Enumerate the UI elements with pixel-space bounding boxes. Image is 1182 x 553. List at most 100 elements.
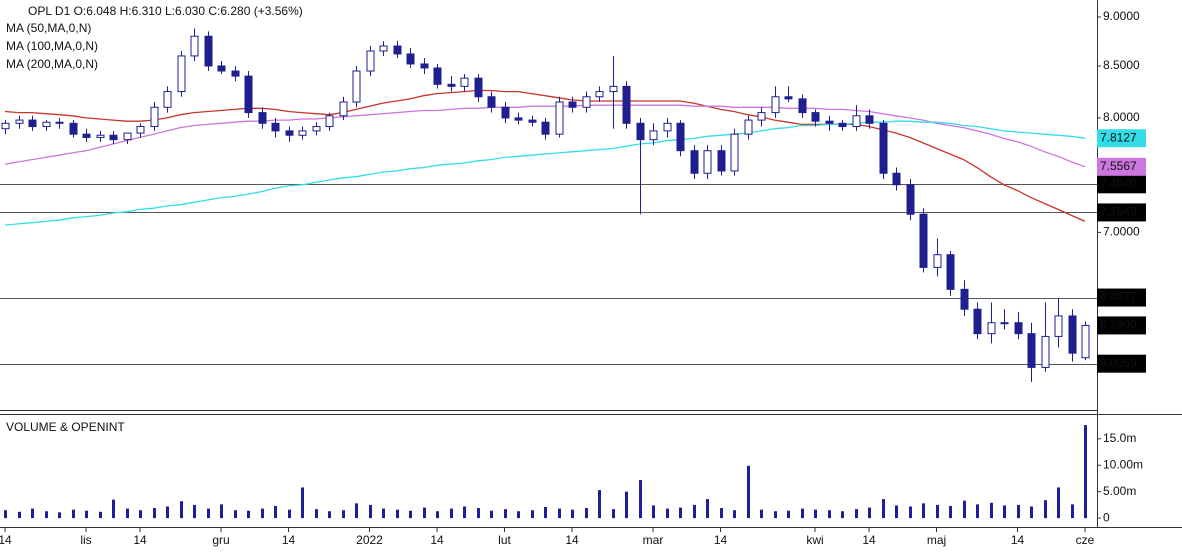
candle-body (919, 213, 928, 268)
candle-body (150, 106, 159, 128)
price-tag-label: 6.4877 (1100, 290, 1137, 304)
volume-bar (828, 510, 831, 519)
y-tick-label: 8.5000 (1103, 58, 1140, 72)
volume-bar (153, 508, 156, 519)
candle-body (433, 67, 442, 85)
candle-body (514, 117, 523, 121)
volume-bar (1057, 487, 1060, 519)
volume-bar (760, 509, 763, 519)
y-tick-label: 15.0m (1103, 431, 1136, 445)
volume-bar (855, 509, 858, 519)
legend-entry: MA (200,MA,0,N) (6, 57, 98, 71)
x-tick-label: 14 (1011, 533, 1025, 547)
candle-body (379, 45, 388, 52)
x-tick-label: 14 (0, 533, 12, 547)
candle-body (217, 65, 226, 72)
volume-bar (868, 507, 871, 519)
candle-body (879, 122, 888, 174)
chart-header: OPL D1 O:6.048 H:6.310 L:6.030 C:6.280 (… (28, 4, 303, 18)
y-tick-label: 8.0000 (1103, 110, 1140, 124)
candle-body (906, 184, 915, 215)
x-tick-label: kwi (806, 533, 823, 547)
volume-bar (774, 511, 777, 519)
candle-body (717, 150, 726, 172)
legend-entry: MA (50,MA,0,N) (6, 21, 91, 35)
ma-line (4, 89, 1086, 222)
volume-bar (99, 511, 102, 519)
candle-body (757, 112, 766, 121)
candle-body (231, 70, 240, 77)
price-tag (1097, 175, 1146, 194)
candle-body (82, 133, 91, 138)
candle-body (258, 112, 267, 124)
volume-bar (571, 509, 574, 519)
candle-body (987, 322, 996, 335)
candle-body (177, 55, 186, 93)
volume-bar (1003, 505, 1006, 519)
volume-bar (504, 509, 507, 519)
candle-body (42, 121, 51, 128)
volume-bar (85, 510, 88, 519)
candle-body (15, 119, 24, 124)
candle-body (865, 115, 874, 124)
candle-body (798, 98, 807, 114)
volume-bar (328, 511, 331, 519)
volume-bar (787, 510, 790, 519)
candle-body (960, 288, 969, 310)
candle-body (703, 150, 712, 174)
price-tag-label: 6.0059 (1100, 356, 1137, 370)
price-tag-label: 7.1649 (1100, 205, 1137, 219)
price-tag-label: 7.4040 (1100, 176, 1137, 190)
candle-body (339, 101, 348, 117)
candle-body (1000, 322, 1009, 325)
y-tick-label: 0 (1103, 510, 1110, 524)
y-tick-label: 7.0000 (1103, 225, 1140, 239)
volume-bar (342, 510, 345, 519)
volume-bar (207, 508, 210, 519)
volume-bar (315, 509, 318, 519)
candle-body (1, 122, 10, 130)
volume-bar (261, 508, 264, 519)
x-tick-label: mar (643, 533, 664, 547)
volume-bar (301, 487, 304, 519)
price-tag-label: 7.8127 (1100, 130, 1137, 144)
volume-bar (234, 510, 237, 519)
volume-bar (922, 503, 925, 519)
volume-bar (814, 509, 817, 519)
ma-line (4, 104, 1086, 168)
candle-body (636, 122, 645, 141)
candle-body (460, 77, 469, 87)
candle-body (609, 85, 618, 93)
volume-bar (180, 501, 183, 519)
price-tag (1097, 157, 1146, 176)
volume-bar (45, 511, 48, 519)
panel-title: VOLUME & OPENINT (6, 420, 125, 434)
volume-bar (193, 504, 196, 519)
volume-bar (544, 507, 547, 519)
candle-body (933, 254, 942, 268)
price-tag-label: 7.5567 (1100, 159, 1137, 173)
candle-body (123, 132, 132, 141)
x-tick-label: 2022 (356, 533, 383, 547)
x-tick-label: lut (498, 533, 511, 547)
candle-body (946, 254, 955, 290)
volume-bar (652, 505, 655, 519)
volume-bar (166, 506, 169, 519)
volume-bar (396, 509, 399, 519)
volume-bar (693, 504, 696, 519)
volume-bar (247, 510, 250, 519)
volume-bar (895, 505, 898, 519)
price-tag (1097, 354, 1146, 373)
candle-body (69, 122, 78, 135)
candle-body (163, 91, 172, 108)
volume-bar (463, 506, 466, 519)
candle-body (541, 121, 550, 135)
volume-bar (679, 507, 682, 519)
candle-body (595, 91, 604, 98)
candle-body (1014, 322, 1023, 335)
x-tick-label: 14 (133, 533, 147, 547)
candle-body (852, 115, 861, 128)
volume-bar (558, 508, 561, 519)
volume-bar (517, 511, 520, 519)
